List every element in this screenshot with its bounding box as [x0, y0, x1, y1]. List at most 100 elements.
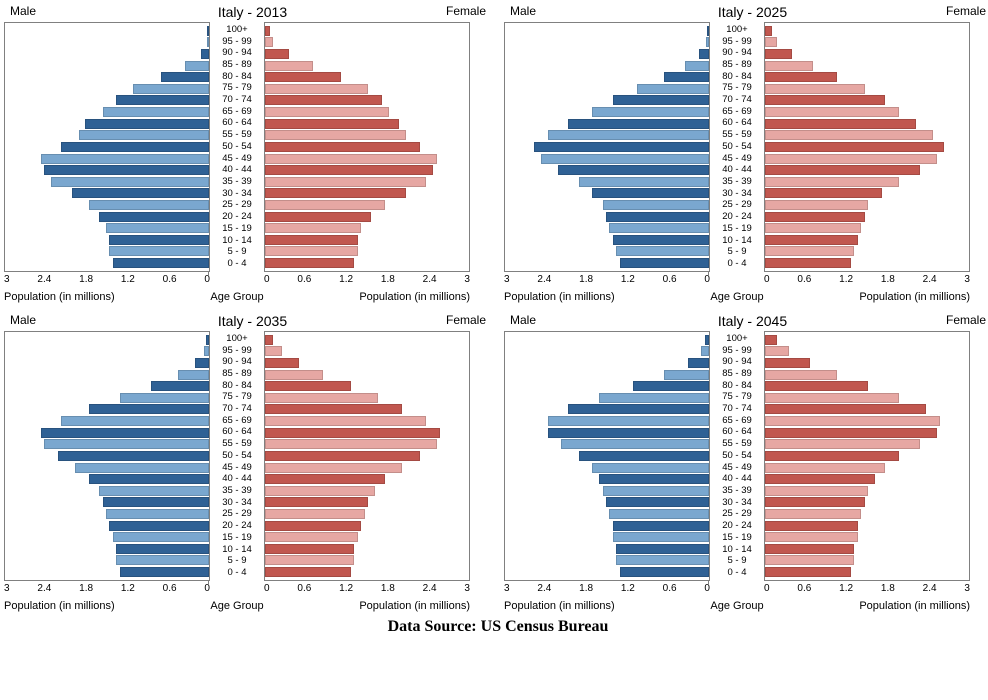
female-bar [265, 428, 440, 438]
age-group-label: 90 - 94 [710, 357, 764, 367]
age-group-label: 0 - 4 [710, 259, 764, 269]
male-bar [133, 84, 209, 94]
female-bars [764, 22, 970, 272]
male-bar [89, 200, 209, 210]
male-bar [185, 61, 209, 71]
age-axis-caption: Age Group [710, 600, 764, 612]
panel-title: Italy - 2045 [559, 313, 946, 329]
age-axis-caption: Age Group [210, 600, 264, 612]
female-bar [765, 200, 868, 210]
pyramid-panel: MaleItaly - 2045Female100+95 - 9990 - 94… [504, 313, 988, 612]
age-group-label: 15 - 19 [210, 224, 264, 234]
age-group-labels: 100+95 - 9990 - 9485 - 8980 - 8475 - 797… [710, 22, 764, 272]
age-group-label: 50 - 54 [710, 142, 764, 152]
female-bar [265, 61, 313, 71]
male-bar [609, 223, 709, 233]
male-bar [599, 393, 709, 403]
age-group-label: 75 - 79 [210, 392, 264, 402]
age-group-label: 85 - 89 [210, 60, 264, 70]
female-bar [265, 451, 420, 461]
female-bar [265, 404, 402, 414]
age-group-label: 70 - 74 [710, 95, 764, 105]
female-bar [765, 223, 861, 233]
male-bar [603, 486, 709, 496]
female-bar [265, 358, 299, 368]
male-bars [504, 331, 710, 581]
female-bar [265, 521, 361, 531]
male-bar [606, 497, 709, 507]
age-group-label: 60 - 64 [210, 118, 264, 128]
male-bar [705, 335, 709, 345]
age-group-label: 45 - 49 [710, 463, 764, 473]
female-bar [265, 235, 358, 245]
male-bar [109, 235, 209, 245]
male-bar [207, 37, 209, 47]
age-group-label: 5 - 9 [210, 247, 264, 257]
male-bar [541, 154, 709, 164]
female-bar [765, 72, 837, 82]
age-group-label: 10 - 14 [210, 545, 264, 555]
female-bar [265, 463, 402, 473]
age-group-label: 30 - 34 [710, 498, 764, 508]
panel-title: Italy - 2013 [59, 4, 446, 20]
male-bar [44, 165, 209, 175]
female-axis-ticks: 00.61.21.82.43 [264, 272, 470, 285]
male-bar [688, 358, 709, 368]
male-axis-caption: Population (in millions) [504, 291, 710, 303]
female-bar [765, 370, 837, 380]
age-group-label: 60 - 64 [710, 427, 764, 437]
female-bar [265, 130, 406, 140]
female-bar [265, 393, 378, 403]
male-bar [685, 61, 709, 71]
female-bar [265, 107, 389, 117]
female-axis-ticks: 00.61.21.82.43 [764, 581, 970, 594]
age-group-label: 55 - 59 [710, 130, 764, 140]
age-group-label: 10 - 14 [710, 236, 764, 246]
pyramid-grid: MaleItaly - 2013Female100+95 - 9990 - 94… [4, 4, 988, 612]
age-group-label: 0 - 4 [710, 568, 764, 578]
male-bar [620, 258, 709, 268]
age-group-label: 35 - 39 [710, 177, 764, 187]
male-bar [204, 346, 209, 356]
female-bar [765, 486, 868, 496]
male-axis-ticks: 32.41.81.20.60 [504, 581, 710, 594]
male-bar [116, 555, 209, 565]
female-bar [765, 474, 875, 484]
female-bar [765, 246, 854, 256]
male-bar [592, 107, 709, 117]
age-group-label: 40 - 44 [210, 165, 264, 175]
male-bar [103, 497, 209, 507]
male-bar [603, 200, 709, 210]
male-bar [599, 474, 709, 484]
male-bar [613, 95, 709, 105]
female-bar [265, 555, 354, 565]
female-bar [265, 37, 273, 47]
male-bar [106, 223, 209, 233]
male-axis-ticks: 32.41.81.20.60 [4, 581, 210, 594]
age-group-label: 85 - 89 [710, 369, 764, 379]
age-group-label: 70 - 74 [210, 404, 264, 414]
age-group-label: 75 - 79 [710, 83, 764, 93]
age-group-label: 10 - 14 [210, 236, 264, 246]
age-group-label: 0 - 4 [210, 259, 264, 269]
age-group-label: 30 - 34 [710, 189, 764, 199]
age-group-label: 65 - 69 [210, 107, 264, 117]
age-group-label: 100+ [710, 334, 764, 344]
female-bar [765, 439, 920, 449]
age-group-label: 65 - 69 [710, 107, 764, 117]
age-group-label: 60 - 64 [710, 118, 764, 128]
female-bar [265, 142, 420, 152]
age-group-label: 40 - 44 [210, 474, 264, 484]
male-bar [201, 49, 209, 59]
male-bar [207, 26, 209, 36]
age-group-label: 65 - 69 [710, 416, 764, 426]
male-bar [206, 335, 209, 345]
male-bar [592, 463, 709, 473]
male-header: Male [510, 4, 536, 20]
age-group-label: 80 - 84 [210, 72, 264, 82]
male-axis-caption: Population (in millions) [4, 600, 210, 612]
female-bar [765, 463, 885, 473]
female-axis-ticks: 00.61.21.82.43 [264, 581, 470, 594]
age-group-label: 90 - 94 [710, 48, 764, 58]
age-group-label: 55 - 59 [710, 439, 764, 449]
